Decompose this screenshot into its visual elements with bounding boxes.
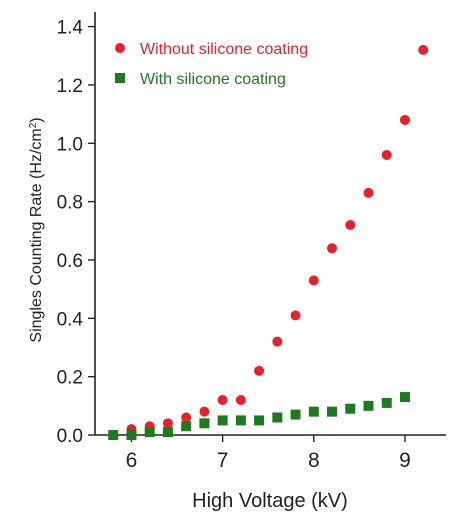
y-axis-label-text: Singles Counting Rate (Hz/cm xyxy=(28,128,45,342)
point-with-coating xyxy=(144,427,155,438)
point-with-coating xyxy=(254,415,265,426)
point-with-coating xyxy=(235,415,246,426)
x-tick-label: 6 xyxy=(126,449,138,472)
point-without-coating xyxy=(363,187,374,198)
data-points xyxy=(108,44,429,440)
y-axis: 0.0 0.2 0.4 0.6 0.8 1.0 1.2 1.4 xyxy=(57,18,95,447)
legend-label: With silicone coating xyxy=(140,71,286,88)
point-with-coating xyxy=(199,418,210,429)
point-without-coating xyxy=(217,394,228,405)
point-without-coating xyxy=(381,149,392,160)
point-without-coating xyxy=(290,310,301,321)
x-tick-label: 7 xyxy=(217,449,229,472)
legend: Without silicone coating With silicone co… xyxy=(115,41,308,88)
point-without-coating xyxy=(199,406,210,417)
point-with-coating xyxy=(126,430,137,440)
point-with-coating xyxy=(308,406,319,417)
legend-label: Without silicone coating xyxy=(140,41,308,58)
legend-marker-without-coating xyxy=(115,43,125,53)
y-tick-label: 0.8 xyxy=(57,193,83,214)
point-without-coating xyxy=(235,394,246,405)
point-without-coating xyxy=(418,44,429,55)
point-with-coating xyxy=(290,409,301,420)
y-tick-label: 0.2 xyxy=(57,368,83,389)
legend-marker-with-coating xyxy=(115,73,125,83)
point-with-coating xyxy=(181,421,192,432)
point-with-coating xyxy=(162,427,173,438)
point-without-coating xyxy=(272,336,283,347)
point-with-coating xyxy=(217,415,228,426)
y-tick-label: 0.4 xyxy=(57,309,84,330)
y-tick-label: 1.0 xyxy=(57,134,83,155)
point-without-coating xyxy=(399,114,410,125)
y-axis-label-close: ) xyxy=(28,117,45,122)
x-axis: 6 7 8 9 xyxy=(126,435,411,472)
point-without-coating xyxy=(327,243,338,254)
y-tick-label: 0.6 xyxy=(57,251,83,272)
point-without-coating xyxy=(308,275,319,286)
x-tick-label: 8 xyxy=(308,449,320,472)
point-without-coating xyxy=(345,219,356,230)
point-without-coating xyxy=(254,365,265,376)
y-axis-label: Singles Counting Rate (Hz/cm2) xyxy=(28,117,46,342)
y-tick-label: 1.2 xyxy=(57,76,83,97)
y-tick-label: 0.0 xyxy=(57,426,83,447)
point-without-coating xyxy=(162,418,173,429)
point-without-coating xyxy=(181,412,192,423)
point-with-coating xyxy=(363,400,374,411)
point-with-coating xyxy=(108,430,119,440)
x-tick-label: 9 xyxy=(399,449,411,472)
y-tick-label: 1.4 xyxy=(57,18,84,39)
point-with-coating xyxy=(399,392,410,403)
point-with-coating xyxy=(381,397,392,408)
point-with-coating xyxy=(272,412,283,423)
x-axis-label: High Voltage (kV) xyxy=(192,490,348,512)
y-axis-label-superscript: 2 xyxy=(28,122,39,128)
point-with-coating xyxy=(345,403,356,414)
point-with-coating xyxy=(327,406,338,417)
